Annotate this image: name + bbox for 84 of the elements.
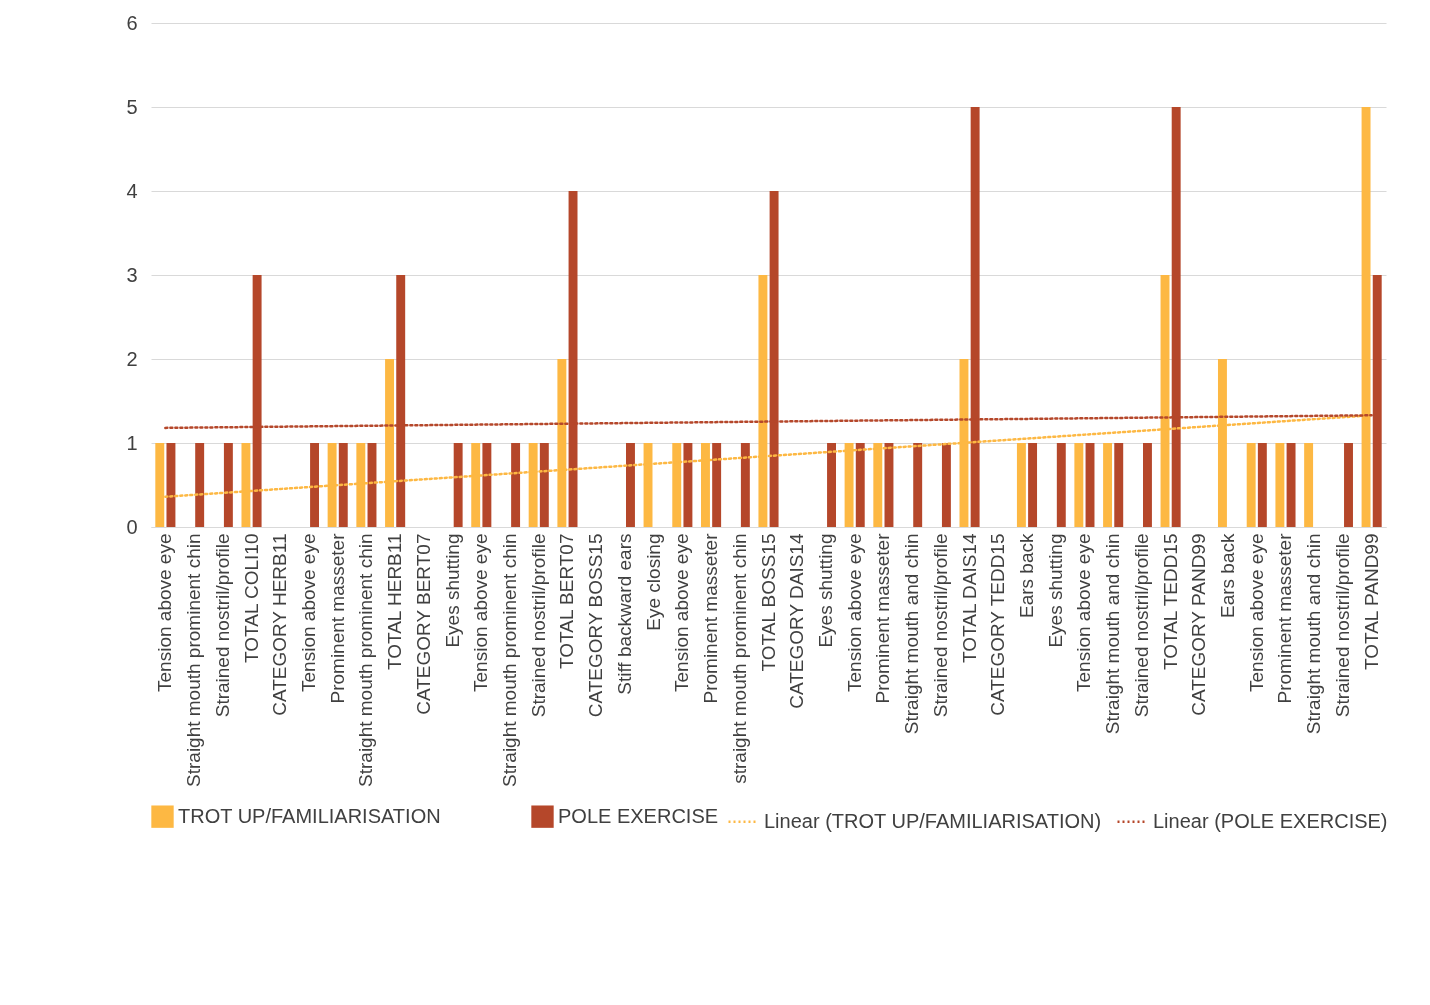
bar [1028,443,1038,527]
x-tick-label: Prominent masseter [872,532,894,704]
bar [1286,443,1296,527]
x-tick-label: Strained nostril/profile [929,533,951,718]
y-tick-label: 1 [126,431,138,454]
x-tick-label: CATEGORY BOSS15 [585,533,607,718]
bar [827,443,836,527]
bar [1114,443,1124,527]
x-tick-label: Straight mouth and chin [901,533,923,735]
x-tick-label: Straight mouth prominent chin [499,533,521,787]
x-tick-label: Stiff backward ears [613,533,635,695]
bar [913,443,923,527]
x-tick-label: Straight mouth prominent chin [183,533,205,787]
bar [626,443,635,527]
bar [855,443,865,527]
y-tick-label: 2 [126,347,138,370]
x-tick-label: Prominent masseter [700,532,722,704]
bar [683,443,693,527]
y-tick-label: 4 [126,179,138,202]
x-tick-label: Tension above eye [297,533,319,692]
bar [223,443,233,527]
x-tick-label: CATEGORY PAND99 [1188,533,1210,716]
x-tick-label: Eyes shutting [1044,533,1066,648]
x-tick-label: straight mouth prominent chin [728,533,750,784]
x-tick-label: Tension above eye [470,533,492,692]
x-tick-label: Eyes shutting [441,533,463,648]
x-tick-label: Straight mouth and chin [1102,533,1124,735]
x-tick-label: Tension above eye [154,533,176,692]
legend-label: Linear (TROT UP/FAMILIARISATION) [764,809,1102,832]
x-tick-label: TOTAL BERT07 [556,533,578,670]
legend-label: TROT UP/FAMILIARISATION [178,804,441,827]
bar [1246,443,1256,527]
x-tick-label: CATEGORY BERT07 [412,533,434,715]
legend-label: POLE EXERCISE [558,804,719,827]
bar [1304,443,1314,527]
bar [712,443,722,527]
bar [1103,443,1113,527]
y-tick-label: 5 [126,95,138,118]
x-tick-label: Ears back [1015,533,1037,618]
bar [1142,443,1152,527]
bar [338,443,348,527]
x-tick-label: Strained nostril/profile [1130,533,1152,718]
x-tick-label: Straight mouth and chin [1303,533,1325,735]
x-tick-label: Strained nostril/profile [527,533,549,718]
x-tick-label: TOTAL HERB11 [384,533,406,671]
bar [941,443,951,527]
x-tick-label: Tension above eye [1245,533,1267,692]
bar [539,443,549,527]
x-tick-label: Tension above eye [843,533,865,692]
x-tick-label: Strained nostril/profile [1331,533,1353,718]
x-tick-label: CATEGORY HERB11 [269,533,291,716]
x-tick-label: Straight mouth prominent chin [355,533,377,787]
x-tick-label: Strained nostril/profile [211,533,233,718]
x-tick-label: Eyes shutting [814,533,836,648]
x-tick-label: TOTAL PAND99 [1360,533,1382,671]
x-tick-label: TOTAL TEDD15 [1159,533,1181,671]
bar [482,443,492,527]
bar [166,443,176,527]
legend-label: Linear (POLE EXERCISE) [1153,809,1388,832]
bar [740,443,750,527]
bar [195,443,205,527]
bar [1344,443,1353,527]
bar [511,443,521,527]
bar [453,443,463,527]
bar [1275,443,1285,527]
x-tick-label: TOTAL BOSS15 [757,533,779,672]
y-tick-label: 6 [126,11,138,34]
x-tick-label: Tension above eye [1073,533,1095,692]
x-tick-label: Tension above eye [671,533,693,692]
x-tick-label: TOTAL DAIS14 [958,533,980,664]
bar [1074,443,1084,527]
x-tick-label: Eye closing [642,533,664,631]
x-tick-label: Ears back [1217,533,1239,618]
x-tick-label: Prominent masseter [1274,532,1296,704]
y-tick-label: 0 [126,515,138,538]
bar [1056,443,1066,527]
y-tick-label: 3 [126,263,138,286]
bar [310,443,320,527]
x-tick-label: CATEGORY TEDD15 [987,533,1009,716]
x-tick-label: Prominent masseter [326,532,348,704]
x-tick-label: TOTAL COLI10 [240,533,262,664]
bar [1257,443,1267,527]
x-tick-label: CATEGORY DAIS14 [786,533,808,709]
bar [1016,443,1026,527]
